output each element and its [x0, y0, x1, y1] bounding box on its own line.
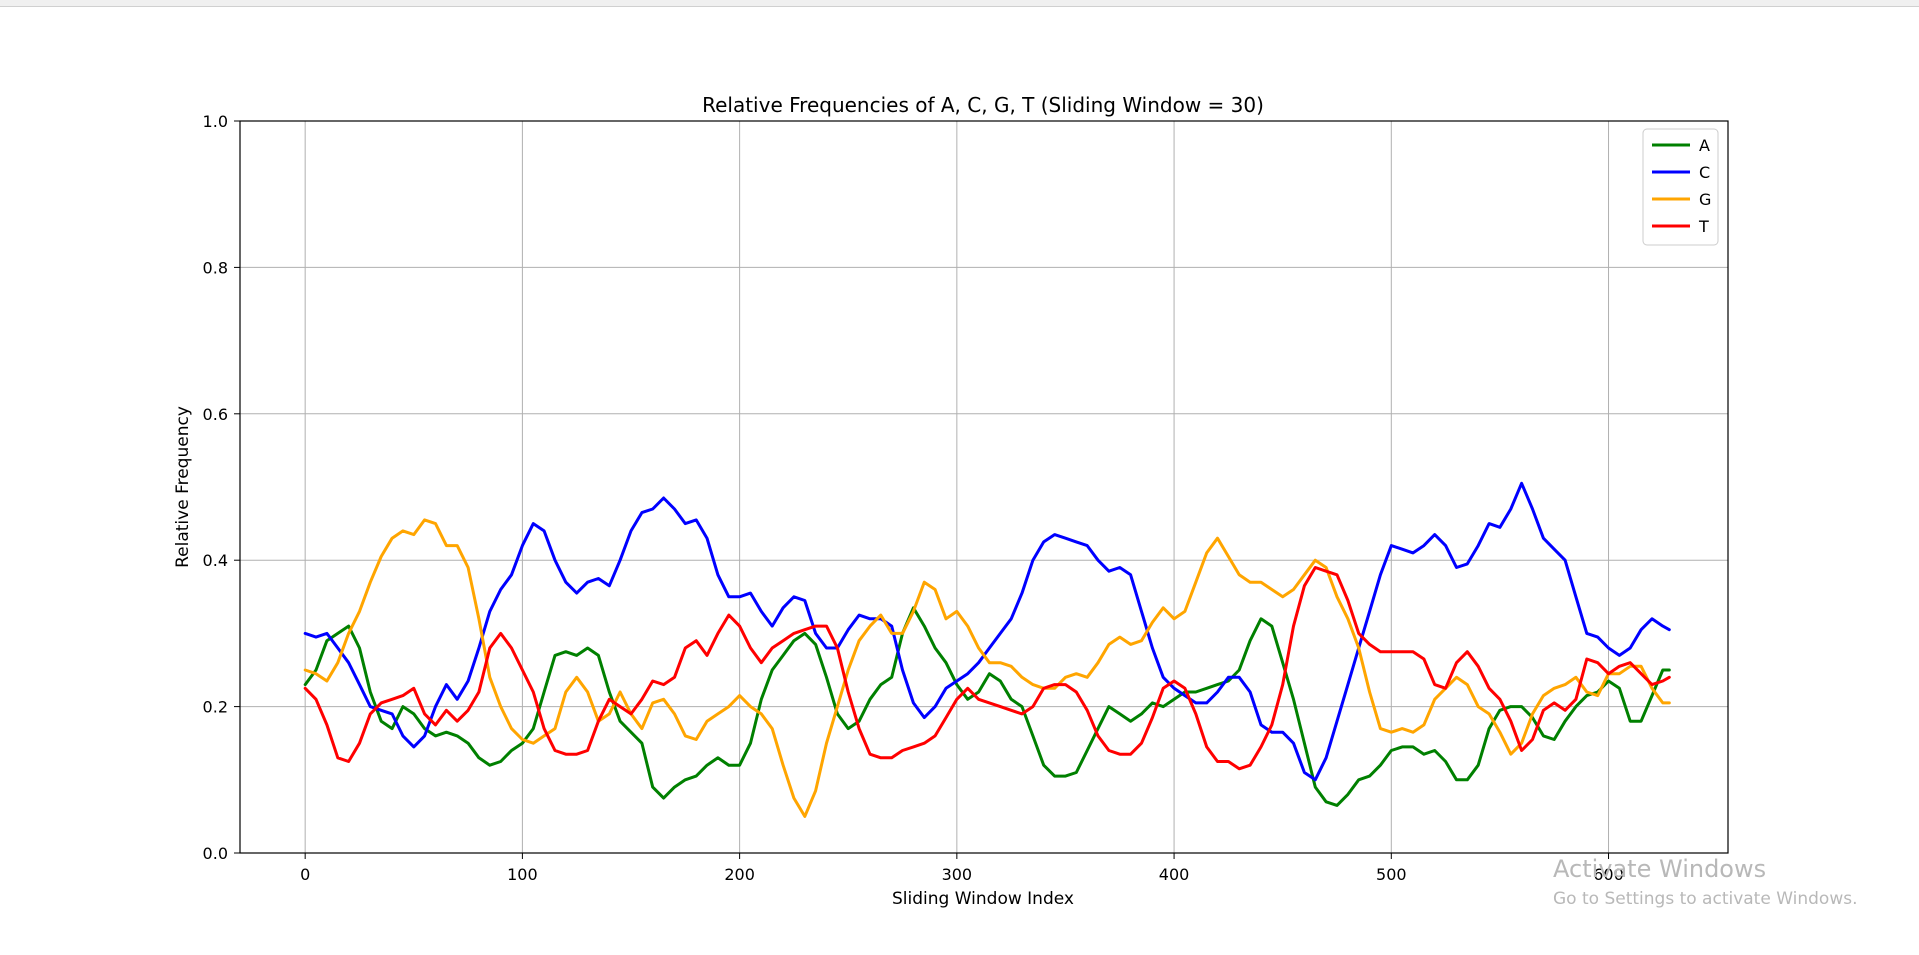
- x-tick-label: 500: [1376, 865, 1407, 884]
- window-top-edge: [0, 0, 1919, 7]
- x-tick-label: 400: [1159, 865, 1190, 884]
- x-axis-label: Sliding Window Index: [892, 889, 1074, 909]
- legend-label-A: A: [1699, 136, 1710, 155]
- y-tick-label: 0.6: [203, 405, 228, 424]
- series-line-T: [303, 566, 1671, 771]
- y-tick-label: 0.2: [203, 698, 228, 717]
- series-line-C: [303, 481, 1671, 782]
- x-tick-label: 0: [300, 865, 310, 884]
- y-tick-label: 0.4: [203, 551, 228, 570]
- activate-windows-title: Activate Windows: [1553, 855, 1767, 883]
- legend-box: [1642, 128, 1719, 246]
- y-tick-label: 1.0: [203, 112, 228, 131]
- x-tick-label: 200: [724, 865, 755, 884]
- x-tick-label: 100: [507, 865, 538, 884]
- legend-label-C: C: [1699, 163, 1710, 182]
- x-tick-label: 300: [942, 865, 973, 884]
- series-lines: [303, 481, 1671, 818]
- y-axis-label: Relative Frequency: [173, 406, 193, 568]
- x-tick-label: 600: [1593, 865, 1624, 884]
- series-line-A: [303, 606, 1671, 807]
- chart-title: Relative Frequencies of A, C, G, T (Slid…: [702, 93, 1264, 117]
- axis-ticks: 0 100 200 300 400 500 600 0.0 0.2 0.4 0.6 0.8 1.0: [203, 112, 1624, 884]
- legend-label-G: G: [1699, 190, 1711, 209]
- legend-label-T: T: [1698, 217, 1709, 236]
- y-tick-label: 0.0: [203, 844, 228, 863]
- activate-windows-subtitle: Go to Settings to activate Windows.: [1553, 889, 1858, 909]
- y-tick-label: 0.8: [203, 258, 228, 277]
- plot-frame: [239, 120, 1729, 854]
